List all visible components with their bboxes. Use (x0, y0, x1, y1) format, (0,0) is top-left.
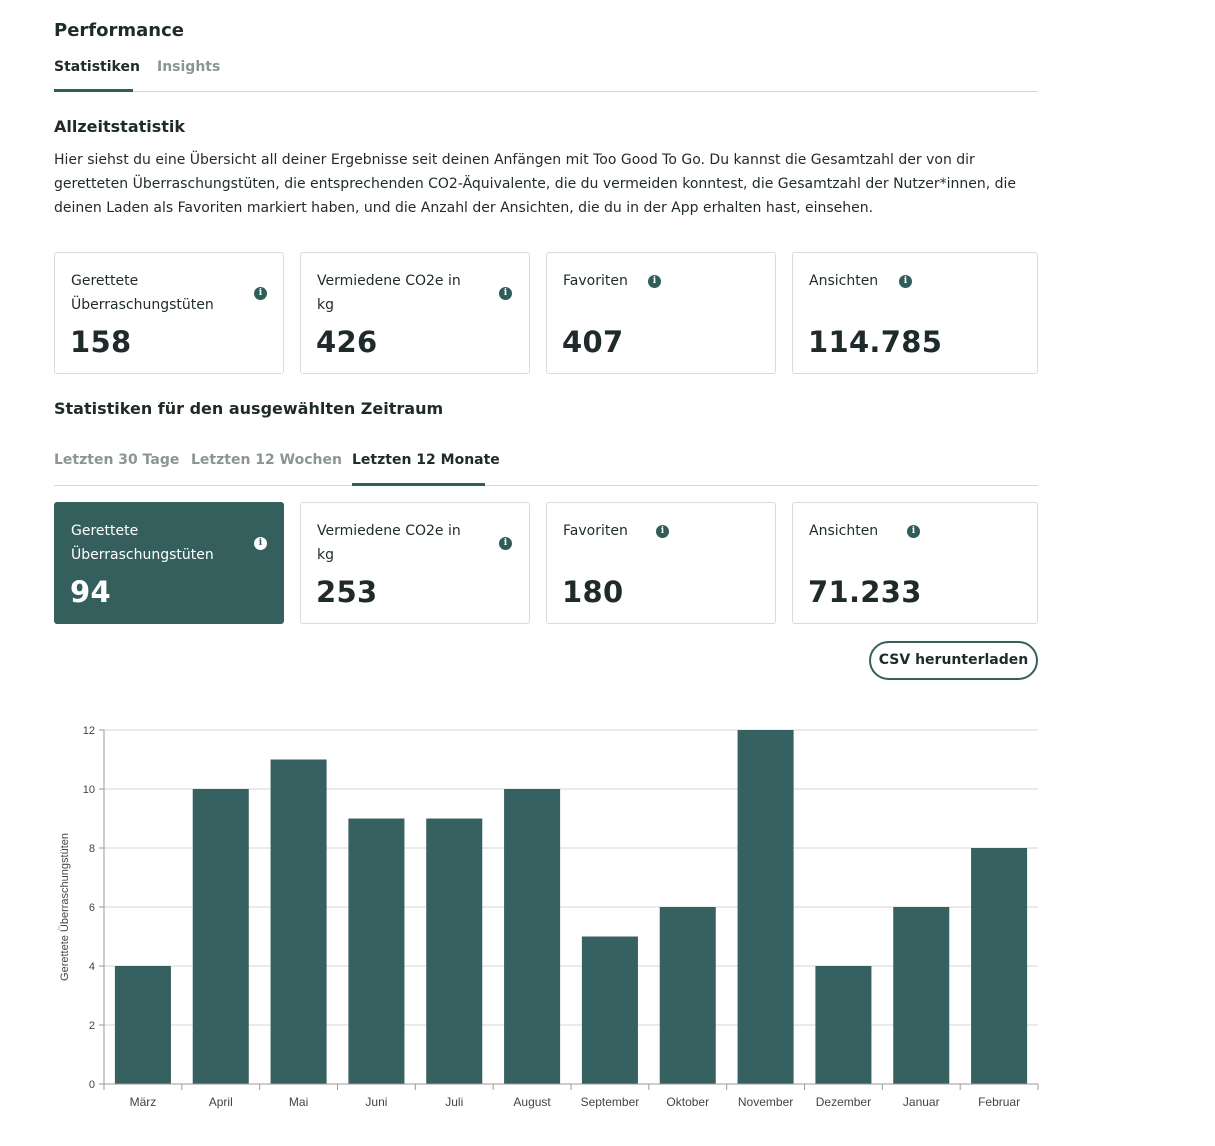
card-label: Vermiedene CO2e in kg (317, 273, 461, 313)
bar-dezember (815, 966, 872, 1084)
info-icon[interactable]: i (907, 525, 920, 538)
x-tick-label: August (513, 1095, 551, 1109)
x-tick-label: Dezember (816, 1095, 871, 1109)
y-tick-label: 4 (89, 961, 95, 973)
tab-12-weeks[interactable]: Letzten 12 Wochen (191, 452, 342, 468)
y-axis-label: Gerettete Überraschungstüten (59, 833, 71, 981)
card-value: 158 (70, 325, 132, 359)
card-label: Gerettete Überraschungstüten (71, 523, 214, 563)
info-icon[interactable]: i (899, 275, 912, 288)
y-tick-label: 6 (89, 902, 95, 914)
x-tick-label: Oktober (666, 1095, 709, 1109)
tab-insights[interactable]: Insights (157, 59, 221, 75)
card-label: Vermiedene CO2e in kg (317, 523, 461, 563)
y-tick-label: 12 (83, 725, 95, 737)
alltime-card-views: Ansichten i 114.785 (792, 252, 1038, 374)
tab-30-days[interactable]: Letzten 30 Tage (54, 452, 180, 468)
period-card-saved-bags[interactable]: Gerettete Überraschungstüten i 94 (54, 502, 284, 624)
bar-märz (114, 966, 171, 1084)
active-period-indicator (352, 483, 485, 486)
card-value: 180 (562, 575, 624, 609)
bar-juli (426, 818, 483, 1084)
alltime-title: Allzeitstatistik (54, 117, 186, 136)
period-card-views[interactable]: Ansichten i 71.233 (792, 502, 1038, 624)
card-label: Gerettete Überraschungstüten (71, 273, 214, 313)
active-tab-indicator (54, 89, 133, 92)
card-value: 426 (316, 325, 378, 359)
csv-download-button[interactable]: CSV herunterladen (869, 641, 1038, 680)
y-tick-label: 8 (89, 843, 95, 855)
bar-oktober (659, 907, 716, 1084)
x-tick-label: März (130, 1095, 157, 1109)
x-tick-label: Januar (903, 1095, 940, 1109)
alltime-card-favorites: Favoriten i 407 (546, 252, 776, 374)
card-label: Favoriten (563, 273, 628, 289)
main-tabs: Statistiken Insights (54, 56, 1038, 92)
bar-juni (348, 818, 405, 1084)
bar-mai (270, 759, 327, 1084)
info-icon[interactable]: i (499, 537, 512, 550)
page-title: Performance (54, 20, 184, 41)
card-value: 114.785 (808, 325, 943, 359)
card-label: Ansichten (809, 273, 879, 289)
info-icon[interactable]: i (648, 275, 661, 288)
period-card-favorites[interactable]: Favoriten i 180 (546, 502, 776, 624)
x-tick-label: Juli (445, 1095, 463, 1109)
x-tick-label: Juni (365, 1095, 387, 1109)
card-value: 94 (70, 575, 111, 609)
info-icon[interactable]: i (499, 287, 512, 300)
card-value: 253 (316, 575, 378, 609)
alltime-card-saved-bags: Gerettete Überraschungstüten i 158 (54, 252, 284, 374)
bar-september (581, 936, 638, 1084)
bar-november (737, 730, 794, 1084)
period-title: Statistiken für den ausgewählten Zeitrau… (54, 399, 444, 418)
info-icon[interactable]: i (254, 287, 267, 300)
bar-januar (893, 907, 950, 1084)
card-value: 407 (562, 325, 624, 359)
alltime-card-co2: Vermiedene CO2e in kg i 426 (300, 252, 530, 374)
x-tick-label: September (581, 1095, 640, 1109)
y-tick-label: 10 (83, 784, 95, 796)
bar-august (504, 789, 561, 1084)
period-card-co2[interactable]: Vermiedene CO2e in kg i 253 (300, 502, 530, 624)
alltime-description: Hier siehst du eine Übersicht all deiner… (54, 152, 1017, 216)
bar-chart: 0 2 4 6 8 10 12 Gerettete Überraschungstüten Mär… (59, 725, 1039, 1109)
tab-12-months[interactable]: Letzten 12 Monate (352, 452, 500, 468)
tab-statistiken[interactable]: Statistiken (54, 59, 140, 75)
x-tick-label: Februar (978, 1095, 1020, 1109)
card-label: Ansichten (809, 523, 879, 539)
bar-februar (971, 848, 1028, 1084)
info-icon[interactable]: i (254, 537, 267, 550)
x-tick-label: Mai (289, 1095, 308, 1109)
x-tick-label: April (209, 1095, 233, 1109)
y-tick-label: 0 (89, 1079, 95, 1091)
period-tabs: Letzten 30 Tage Letzten 12 Wochen Letzte… (54, 449, 1038, 486)
info-icon[interactable]: i (656, 525, 669, 538)
card-value: 71.233 (808, 575, 922, 609)
y-tick-label: 2 (89, 1020, 95, 1032)
bar-april (192, 789, 249, 1084)
card-label: Favoriten (563, 523, 628, 539)
x-tick-label: November (738, 1095, 793, 1109)
